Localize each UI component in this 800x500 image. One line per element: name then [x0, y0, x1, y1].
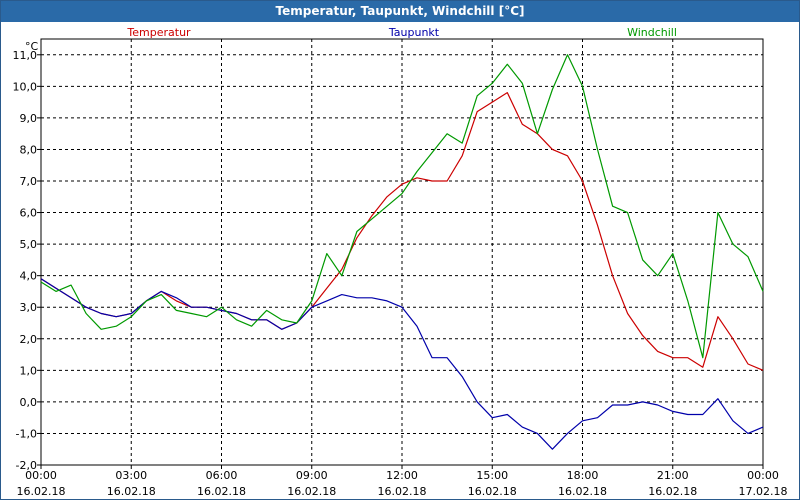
axes: 11,0 10,0 9,0 8,0 7,0 6,0 5,0 4,0 3,0 2,0 1,0 0,0 -1…	[13, 38, 788, 498]
x-tick-date-label: 16.02.18	[197, 485, 246, 498]
legend-entry-taupunkt: Taupunkt	[388, 26, 440, 39]
series-layer	[40, 54, 764, 450]
series-line-windchill	[40, 54, 764, 359]
y-tick-label: 10,0	[13, 80, 38, 93]
y-tick-label: 11,0	[13, 49, 38, 62]
y-tick-label: 6,0	[20, 207, 38, 220]
y-tick-label: -2,0	[16, 459, 37, 472]
x-tick-time-label: 21:00	[657, 469, 689, 482]
grid	[40, 39, 764, 466]
x-tick-time-label: 12:00	[386, 469, 418, 482]
x-tick-time-label: 15:00	[476, 469, 508, 482]
x-tick-time-label: 00:00	[747, 469, 779, 482]
y-tick-label: 9,0	[20, 112, 38, 125]
legend-entry-windchill: Windchill	[627, 26, 677, 39]
x-tick-date-label: 16.02.18	[468, 485, 517, 498]
legend-entry-temperatur: Temperatur	[126, 26, 191, 39]
x-tick-time-label: 03:00	[115, 469, 147, 482]
x-tick-time-label: 06:00	[206, 469, 238, 482]
legend: Temperatur Taupunkt Windchill	[126, 26, 677, 39]
y-tick-label: 2,0	[20, 333, 38, 346]
x-tick-date-label: 16.02.18	[287, 485, 336, 498]
x-tick-date-label: 16.02.18	[107, 485, 156, 498]
line-chart: 11,0 10,0 9,0 8,0 7,0 6,0 5,0 4,0 3,0 2,0 1,0 0,0 -1…	[13, 26, 788, 498]
plot-frame	[40, 38, 764, 466]
x-tick-date-label: 16.02.18	[558, 485, 607, 498]
y-axis-label: °C	[25, 40, 39, 53]
x-tick-date-label: 16.02.18	[17, 485, 66, 498]
y-tick-label: 5,0	[20, 238, 38, 251]
window-title: Temperatur, Taupunkt, Windchill [°C]	[1, 1, 799, 22]
y-tick-label: 4,0	[20, 270, 38, 283]
x-tick-time-label: 00:00	[25, 469, 57, 482]
y-tick-label: -1,0	[16, 427, 37, 440]
x-tick-date-label: 16.02.18	[378, 485, 427, 498]
y-tick-label: 3,0	[20, 301, 38, 314]
y-tick-label: 0,0	[20, 396, 38, 409]
y-tick-label: 1,0	[20, 364, 38, 377]
x-tick-date-label: 16.02.18	[648, 485, 697, 498]
x-tick-time-label: 18:00	[567, 469, 599, 482]
x-tick-date-label: 17.02.18	[739, 485, 788, 498]
y-tick-label: 8,0	[20, 143, 38, 156]
y-tick-label: 7,0	[20, 175, 38, 188]
series-line-taupunkt	[40, 278, 764, 450]
x-tick-time-label: 09:00	[296, 469, 328, 482]
